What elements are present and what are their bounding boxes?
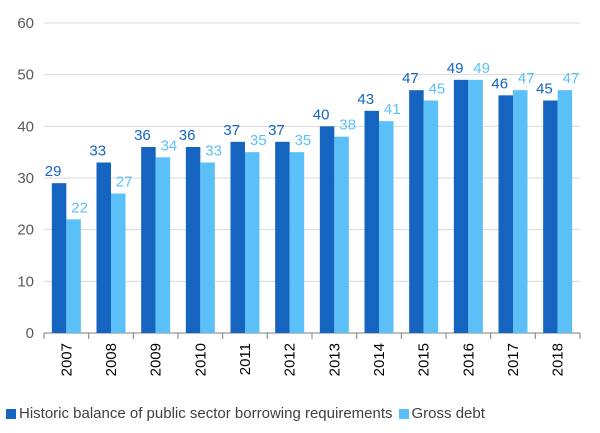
data-label-gross-debt: 49	[473, 60, 490, 77]
bar-gross-debt	[200, 162, 215, 333]
x-tick-label: 2009	[148, 343, 165, 376]
bar-pscbr	[96, 162, 111, 333]
legend-label-pscbr: Historic balance of public sector borrow…	[19, 405, 393, 422]
bar-gross-debt	[245, 152, 260, 333]
data-label-pscbr: 36	[179, 127, 196, 144]
bar-pscbr	[409, 90, 424, 334]
bar-pscbr	[141, 147, 156, 333]
data-label-gross-debt: 35	[295, 132, 312, 149]
bar-pscbr	[453, 79, 469, 333]
bar-gross-debt	[111, 193, 126, 333]
data-label-gross-debt: 35	[250, 132, 267, 149]
bar-gross-debt	[513, 90, 528, 334]
data-label-pscbr: 45	[536, 81, 553, 98]
data-label-pscbr: 43	[357, 91, 374, 108]
legend-label-gross-debt: Gross debt	[411, 405, 485, 422]
y-tick-label: 0	[26, 325, 34, 342]
data-label-pscbr: 33	[89, 143, 106, 160]
x-tick-label: 2015	[416, 343, 433, 376]
data-label-gross-debt: 47	[518, 70, 535, 87]
x-tick-label: 2016	[460, 343, 477, 376]
x-tick-label: 2007	[58, 343, 75, 376]
bar-pscbr	[51, 183, 67, 333]
bar-gross-debt	[423, 100, 439, 333]
legend-item-pscbr: Historic balance of public sector borrow…	[6, 405, 393, 422]
bar-gross-debt	[468, 79, 483, 333]
bar-pscbr	[275, 141, 290, 333]
data-label-gross-debt: 45	[429, 81, 446, 98]
data-label-gross-debt: 47	[563, 70, 580, 87]
y-tick-label: 50	[17, 67, 34, 84]
data-label-gross-debt: 33	[205, 143, 222, 160]
legend-item-gross-debt: Gross debt	[398, 405, 485, 422]
bar-pscbr	[230, 141, 245, 333]
x-tick-label: 2017	[505, 343, 522, 376]
bar-pscbr	[543, 100, 558, 333]
x-tick-label: 2013	[326, 343, 343, 376]
x-tick-label: 2010	[192, 343, 209, 376]
y-tick-label: 60	[17, 15, 34, 32]
data-label-pscbr: 37	[223, 122, 240, 139]
bar-gross-debt	[379, 121, 394, 334]
data-label-pscbr: 47	[402, 70, 419, 87]
x-tick-label: 2012	[282, 343, 299, 376]
data-label-pscbr: 46	[491, 75, 508, 92]
bar-pscbr	[185, 147, 201, 333]
bar-gross-debt	[66, 219, 81, 333]
y-tick-label: 40	[17, 118, 34, 135]
data-label-pscbr: 36	[134, 127, 151, 144]
bar-pscbr	[364, 110, 379, 333]
x-tick-label: 2018	[550, 343, 567, 376]
legend: Historic balance of public sector borrow…	[6, 405, 485, 422]
data-label-gross-debt: 22	[71, 199, 88, 216]
data-label-pscbr: 49	[447, 60, 464, 77]
data-label-gross-debt: 27	[116, 174, 133, 191]
y-tick-label: 20	[17, 222, 34, 239]
bar-pscbr	[319, 126, 335, 333]
bar-pscbr	[498, 95, 513, 333]
bar-gross-debt	[557, 90, 573, 334]
y-tick-label: 30	[17, 170, 34, 187]
x-tick-label: 2008	[103, 343, 120, 376]
data-label-gross-debt: 38	[339, 117, 356, 134]
legend-swatch-pscbr	[6, 408, 16, 419]
x-tick-label: 2014	[371, 343, 388, 376]
data-label-gross-debt: 34	[161, 137, 178, 154]
bar-gross-debt	[155, 157, 171, 333]
bar-gross-debt	[289, 152, 305, 333]
x-tick-label: 2011	[237, 343, 254, 375]
data-label-pscbr: 29	[45, 163, 62, 180]
legend-swatch-gross-debt	[398, 408, 409, 419]
y-tick-label: 10	[17, 273, 34, 290]
bar-gross-debt	[334, 136, 349, 333]
data-label-pscbr: 40	[313, 106, 330, 123]
data-label-gross-debt: 41	[384, 101, 401, 118]
data-label-pscbr: 37	[268, 122, 285, 139]
